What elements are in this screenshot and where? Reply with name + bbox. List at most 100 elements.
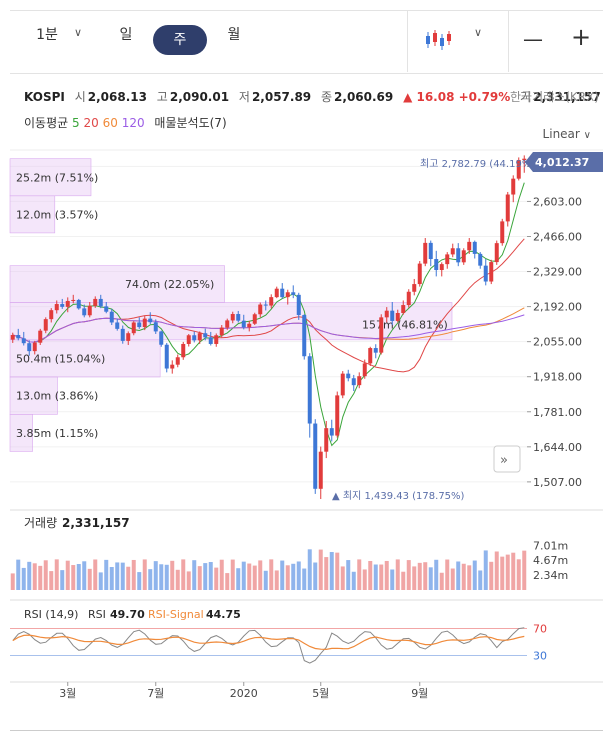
price-tick-label: 2,466.00 [533, 230, 582, 243]
tab-day[interactable]: 일 [119, 27, 133, 43]
volume-bar [395, 559, 400, 590]
candle-body [137, 322, 142, 328]
candle-body [406, 291, 411, 306]
ma-label[interactable]: 이동평균 [24, 116, 69, 130]
candle-body [505, 194, 510, 222]
candle-body [351, 378, 356, 386]
volume-bar [21, 567, 26, 590]
candle-body [417, 263, 422, 285]
volume-bar [522, 550, 527, 590]
candle-body [439, 264, 444, 271]
volume-bar [516, 559, 521, 590]
volume-bar [120, 562, 125, 590]
rsi-panel-label: RSI (14,9) [24, 608, 78, 621]
volume-bar [511, 552, 516, 590]
candle-body [170, 364, 175, 369]
time-tick-label: 9월 [411, 687, 428, 700]
candle-body [461, 250, 466, 263]
candle-body [65, 300, 70, 307]
candle-body [357, 376, 362, 386]
volume-bar [87, 568, 92, 590]
profile-bar-label: 3.85m (1.15%) [16, 427, 98, 440]
chevron-down-icon: ∨ [583, 130, 591, 141]
volume-bar [456, 561, 461, 590]
ma-5[interactable]: 5 [72, 116, 80, 130]
ma-120[interactable]: 120 [121, 116, 145, 130]
ma-60[interactable]: 60 [102, 116, 118, 130]
profile-bar-label: 50.4m (15.04%) [16, 352, 105, 365]
candle-body [98, 298, 103, 307]
low-annotation: ▲ 최지 1,439.43 (178.75%) [332, 490, 465, 502]
volume-bar [417, 562, 422, 590]
candle-body [263, 304, 268, 306]
volume-bar [104, 559, 109, 590]
candle-body [71, 299, 76, 301]
volume-bar [65, 560, 70, 590]
tab-month[interactable]: 월 [227, 27, 241, 43]
volume-bar [318, 549, 323, 590]
tab-week[interactable]: 주 [153, 25, 207, 55]
candle-body [21, 338, 26, 344]
volume-bar [93, 559, 98, 590]
chart-type-chevron-icon[interactable]: ∨ [474, 26, 483, 39]
candle-body [197, 333, 202, 341]
exchange-label: 한국거래소(KRX) [510, 90, 599, 104]
candle-body [346, 373, 351, 379]
tab-1min[interactable]: 1분 [36, 27, 58, 43]
price-tick-label: 2,192.00 [533, 301, 582, 314]
volume-bar [137, 572, 142, 590]
rsi-signal-value: 44.75 [206, 608, 241, 621]
candle-body [60, 304, 65, 307]
volume-bar [373, 564, 378, 590]
volume-profile-label[interactable]: 매물분석도(7) [154, 116, 227, 130]
profile-bar [9, 195, 56, 234]
time-axis: 3월 7월 2020 5월 9월 [59, 682, 428, 700]
rsi-line [12, 627, 525, 664]
indicator-line: 이동평균 5 20 60 120 매물분석도(7) [24, 114, 227, 131]
price-axis: 2,740.002,603.002,466.002,329.002,192.00… [332, 152, 603, 502]
candle-body [10, 335, 15, 340]
profile-bar-label: 74.0m (22.05%) [125, 278, 214, 291]
open-value: 2,068.13 [87, 90, 147, 104]
volume-bar [16, 559, 21, 590]
ma-20[interactable]: 20 [83, 116, 99, 130]
close-label: 종 [320, 90, 333, 104]
volume-bar [27, 561, 32, 590]
volume-tick-label: 4.67m [533, 554, 568, 567]
candle-body [423, 242, 428, 264]
volume-bar [164, 564, 169, 590]
profile-bar [9, 376, 58, 415]
price-tick-label: 1,918.00 [533, 371, 582, 384]
candle-body [76, 299, 81, 309]
close-value: 2,060.69 [334, 90, 394, 104]
volume-bar [307, 549, 312, 590]
zoom-in-button[interactable]: + [571, 23, 592, 51]
candle-body [483, 265, 488, 282]
profile-bar-label: 157m (46.81%) [362, 319, 448, 332]
candle-body [274, 288, 279, 298]
candle-body [472, 241, 477, 254]
rsi-level-label: 30 [533, 650, 547, 663]
chevron-down-icon[interactable]: ∨ [74, 26, 83, 39]
volume-bar [324, 557, 329, 590]
moving-averages [12, 182, 525, 447]
chart-toolbar [10, 10, 603, 74]
candle-body [38, 330, 43, 343]
candle-body [181, 343, 186, 358]
candle-body [142, 318, 147, 328]
candle-body [32, 342, 37, 352]
candle-body [489, 262, 494, 282]
volume-bar [131, 559, 136, 590]
candlestick-icon[interactable] [424, 28, 452, 52]
rsi-level-label: 70 [533, 622, 547, 635]
scroll-latest-button [493, 445, 521, 473]
volume-bar [483, 550, 488, 590]
bottom-border [10, 730, 603, 731]
scale-mode-dropdown[interactable]: Linear ∨ [543, 127, 591, 141]
zoom-out-button[interactable]: — [523, 27, 543, 51]
volume-bar [296, 561, 301, 590]
volume-bar [153, 561, 158, 590]
volume-bar [291, 563, 296, 590]
volume-bar [390, 569, 395, 590]
